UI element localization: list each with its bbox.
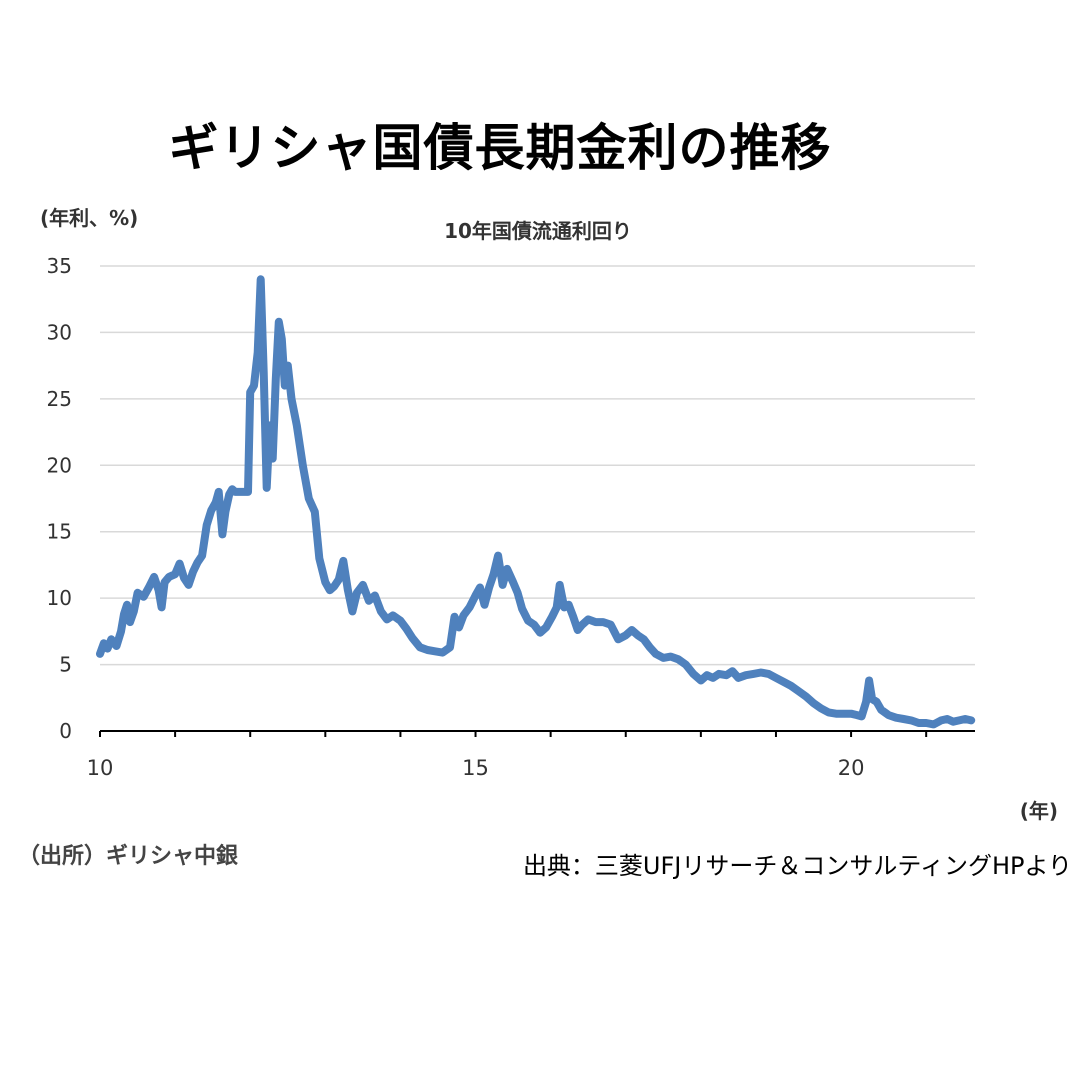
y-tick-label-15: 15 (47, 520, 72, 544)
y-tick-label-0: 0 (59, 719, 72, 743)
y-tick-label-20: 20 (47, 453, 72, 477)
credit-source: 出典：三菱UFJリサーチ＆コンサルティングHPより (522, 852, 1072, 880)
y-axis-label: (年利、%) (40, 206, 138, 230)
series-line-10y-yield (96, 275, 976, 729)
x-tick-label-15: 15 (462, 756, 489, 780)
y-tick-label-35: 35 (47, 254, 72, 278)
chart-title: 10年国債流通利回り (444, 219, 632, 243)
chart-source: （出所）ギリシャ中銀 (18, 844, 239, 869)
y-tick-label-25: 25 (47, 387, 72, 411)
headline: ギリシャ国債長期金利の推移 (168, 119, 832, 177)
y-tick-labels: 0 5 10 15 20 25 30 35 (47, 254, 72, 743)
gridlines (100, 265, 975, 666)
y-tick-label-5: 5 (59, 653, 72, 677)
x-tick-label-20: 20 (838, 756, 865, 780)
x-tick-label-10: 10 (87, 756, 114, 780)
y-tick-label-10: 10 (47, 586, 72, 610)
y-tick-label-30: 30 (47, 320, 72, 344)
x-tick-labels: 10 15 20 (87, 756, 865, 780)
x-axis (99, 730, 975, 737)
x-axis-label: (年) (1020, 799, 1058, 823)
